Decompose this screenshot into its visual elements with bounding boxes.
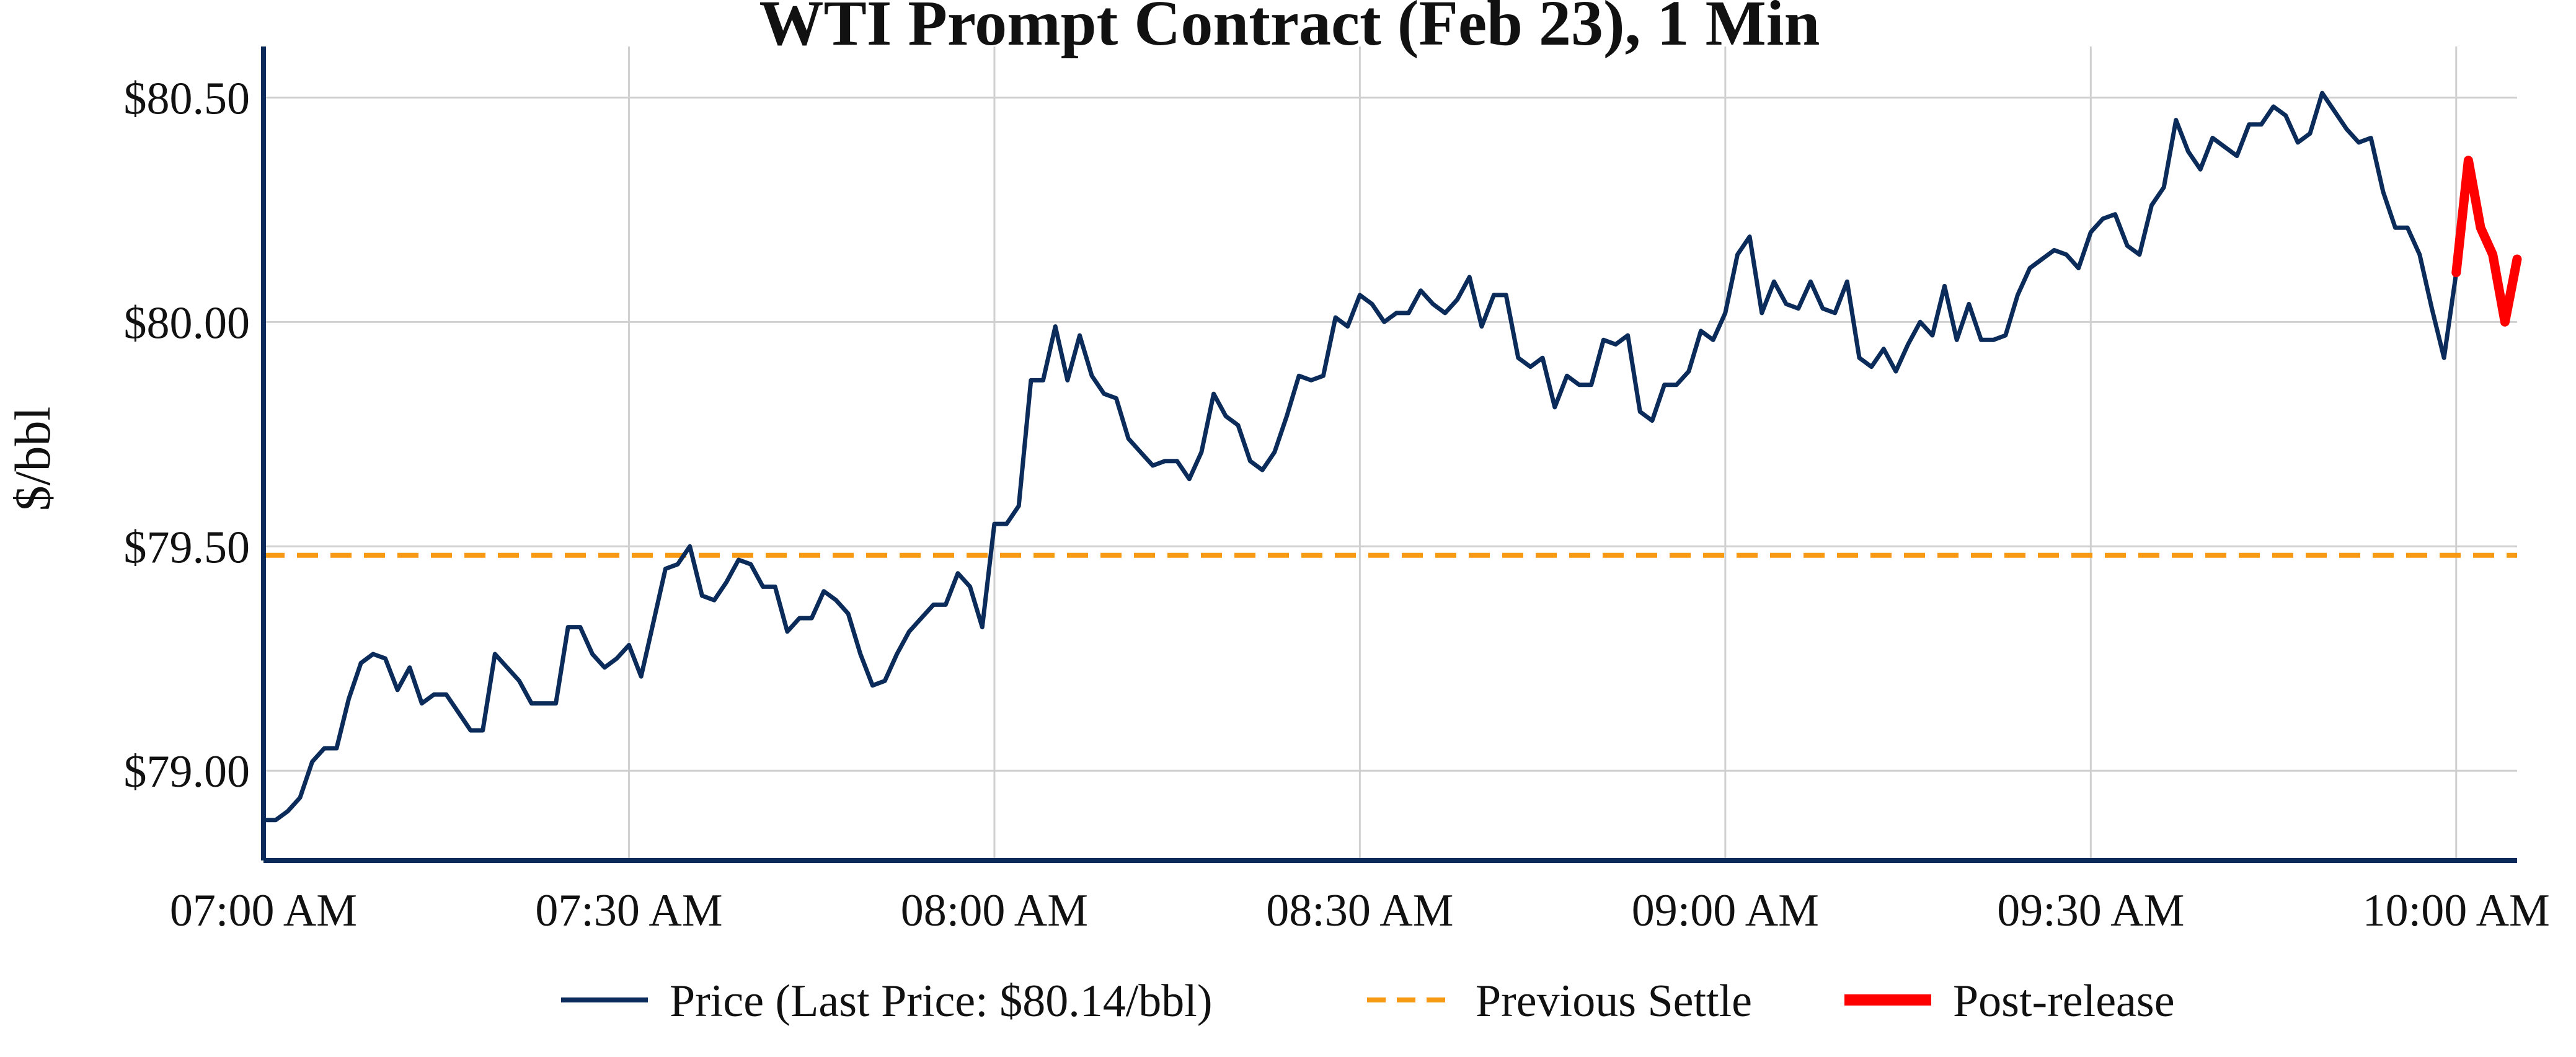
chart-title: WTI Prompt Contract (Feb 23), 1 Min bbox=[759, 0, 1820, 59]
y-tick-label: $79.50 bbox=[124, 522, 250, 573]
axes bbox=[261, 46, 2517, 863]
x-tick-label: 07:30 AM bbox=[535, 885, 722, 936]
grid-lines bbox=[262, 46, 2517, 860]
post-release-line bbox=[2451, 156, 2522, 327]
legend-label: Post-release bbox=[1953, 976, 2175, 1027]
legend-label: Price (Last Price: $80.14/bbl) bbox=[670, 976, 1212, 1027]
legend: Price (Last Price: $80.14/bbl) Previous S… bbox=[561, 976, 2175, 1027]
y-tick-label: $80.50 bbox=[124, 73, 250, 124]
series-layer bbox=[261, 91, 2522, 823]
price-line bbox=[261, 91, 2459, 823]
tick-labels: 07:00 AM 07:30 AM 08:00 AM 08:30 AM 09:00 AM… bbox=[124, 73, 2550, 936]
y-tick-label: $79.00 bbox=[124, 746, 250, 797]
x-tick-label: 08:00 AM bbox=[901, 885, 1088, 936]
y-tick-label: $80.00 bbox=[124, 298, 250, 348]
x-tick-label: 09:30 AM bbox=[1997, 885, 2184, 936]
y-axis-label: $/bbl bbox=[4, 407, 61, 511]
x-tick-label: 08:30 AM bbox=[1266, 885, 1453, 936]
x-tick-label: 10:00 AM bbox=[2363, 885, 2550, 936]
x-tick-label: 07:00 AM bbox=[170, 885, 357, 936]
x-tick-label: 09:00 AM bbox=[1632, 885, 1819, 936]
legend-label: Previous Settle bbox=[1476, 976, 1752, 1027]
